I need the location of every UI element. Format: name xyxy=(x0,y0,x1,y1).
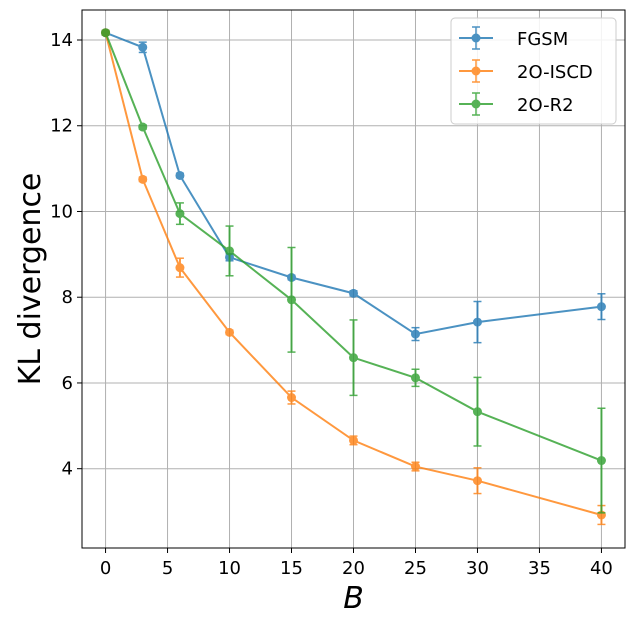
data-point xyxy=(472,476,482,486)
data-point xyxy=(349,435,358,445)
data-point xyxy=(410,329,420,339)
legend-box xyxy=(450,17,617,125)
data-point xyxy=(175,170,185,180)
legend-label: FGSM xyxy=(517,29,568,50)
data-point xyxy=(138,122,148,132)
legend-marker xyxy=(471,99,481,109)
grid xyxy=(82,10,625,548)
data-point xyxy=(349,353,358,363)
data-point xyxy=(472,407,482,417)
y-tick-label: 6 xyxy=(62,373,73,394)
y-tick-label: 14 xyxy=(50,30,73,51)
y-tick-label: 4 xyxy=(62,459,73,480)
data-point xyxy=(349,288,358,298)
y-tick-label: 10 xyxy=(50,201,73,222)
x-tick-label: 35 xyxy=(528,558,551,579)
data-point xyxy=(101,28,111,38)
legend-label: 2O-ISCD xyxy=(517,62,593,83)
data-point xyxy=(225,246,235,256)
data-point xyxy=(287,295,297,305)
data-point xyxy=(138,174,148,184)
x-tick-label: 5 xyxy=(162,558,173,579)
legend-item xyxy=(459,59,493,83)
x-tick-label: 10 xyxy=(218,558,241,579)
data-point xyxy=(596,456,606,466)
series-layer xyxy=(101,28,606,526)
legend-item xyxy=(459,92,493,116)
x-tick-label: 15 xyxy=(280,558,303,579)
data-point xyxy=(472,317,482,327)
data-point xyxy=(225,327,235,337)
series-2o-r2 xyxy=(101,28,606,514)
x-tick-label: 40 xyxy=(590,558,613,579)
data-point xyxy=(287,393,297,403)
y-tick-label: 12 xyxy=(50,116,73,137)
x-tick-label: 0 xyxy=(100,558,111,579)
legend-item xyxy=(459,26,493,50)
x-tick-label: 25 xyxy=(404,558,427,579)
legend-marker xyxy=(471,66,481,76)
y-tick-label: 8 xyxy=(62,287,73,308)
legend-label: 2O-R2 xyxy=(517,95,574,116)
x-tick-label: 20 xyxy=(342,558,365,579)
y-axis-label: KL divergence xyxy=(13,173,48,386)
ticks: 0 5 10 15 20 25 30 35 40 4 6 8 10 12 14 xyxy=(50,30,613,579)
data-point xyxy=(138,42,148,52)
data-point xyxy=(175,209,185,219)
data-point xyxy=(410,462,420,472)
x-axis-label: B xyxy=(343,581,364,616)
data-point xyxy=(175,263,185,273)
legend-marker xyxy=(471,33,481,43)
legend: FGSM 2O-ISCD 2O-R2 xyxy=(450,17,617,125)
x-tick-label: 30 xyxy=(466,558,489,579)
data-point xyxy=(596,302,606,312)
data-point xyxy=(410,373,420,383)
